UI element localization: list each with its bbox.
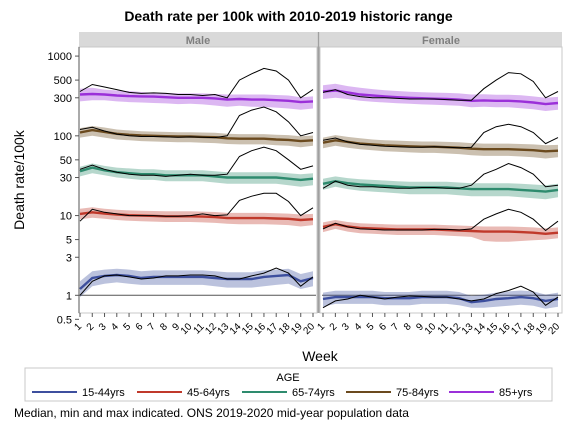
x-tick-label: 4: [353, 321, 365, 333]
x-tick-label: 4: [109, 321, 121, 333]
x-tick-label: 8: [402, 321, 414, 333]
x-tick-label: 5: [121, 321, 133, 333]
y-tick-label: 100: [54, 131, 72, 143]
x-axis-label: Week: [302, 348, 339, 364]
x-tick-label: 20: [546, 321, 562, 337]
legend-label-15-44yrs: 15-44yrs: [82, 387, 125, 399]
legend-title: AGE: [276, 372, 299, 384]
median-line-male-85+yrs: [79, 92, 314, 104]
x-tick-label: 7: [146, 321, 158, 333]
x-tick-label: 8: [158, 321, 170, 333]
legend-label-85+yrs: 85+yrs: [499, 387, 533, 399]
y-tick-label: 1: [66, 290, 72, 302]
actual-line-male-45-64yrs: [79, 192, 314, 222]
y-tick-label: 0.5: [57, 314, 72, 326]
footer-note: Median, min and max indicated. ONS 2019-…: [14, 406, 409, 420]
panel-header-male: [79, 32, 317, 47]
panel-header-female: [320, 32, 562, 47]
range-band-female-85+yrs: [323, 83, 558, 111]
series-lines: [79, 67, 559, 309]
legend-box: [24, 367, 553, 402]
legend-label-65-74yrs: 65-74yrs: [292, 387, 335, 399]
chart-title: Death rate per 100k with 2010-2019 histo…: [124, 8, 453, 24]
actual-line-male-85+yrs: [79, 67, 314, 99]
actual-line-female-45-64yrs: [322, 208, 559, 232]
y-tick-label: 5: [66, 235, 72, 247]
actual-line-male-75-84yrs: [79, 106, 314, 139]
panel-frame-female: [319, 46, 563, 314]
panel-header-female-label: Female: [422, 35, 460, 47]
actual-line-male-15-44yrs: [79, 267, 314, 296]
actual-line-female-65-74yrs: [322, 162, 559, 189]
y-tick-label: 30: [60, 173, 72, 185]
y-tick-label: 300: [54, 93, 72, 105]
x-tick-label: 5: [365, 321, 377, 333]
actual-line-male-65-74yrs: [79, 146, 314, 177]
y-axis-ticks: 0.5 1 3 5 10 30 50 100 300 500 1000: [48, 51, 79, 326]
y-tick-label: 10: [60, 211, 72, 223]
range-band-male-15-44yrs: [80, 268, 313, 298]
y-tick-label: 50: [60, 155, 72, 167]
x-tick-label: 2: [85, 321, 97, 333]
x-tick-label: 6: [134, 321, 146, 333]
panel-header-male-label: Male: [186, 35, 210, 47]
range-band-female-15-44yrs: [323, 290, 558, 309]
x-tick-label: 3: [97, 321, 109, 333]
legend-label-45-64yrs: 45-64yrs: [187, 387, 230, 399]
y-tick-label: 1000: [48, 51, 72, 63]
x-tick-label: 1: [315, 321, 327, 333]
y-tick-label: 500: [54, 75, 72, 87]
x-tick-label: 7: [390, 321, 402, 333]
y-axis-label: Death rate/100k: [11, 129, 27, 230]
actual-line-female-75-84yrs: [322, 123, 559, 149]
x-tick-label: 3: [340, 321, 352, 333]
legend-label-75-84yrs: 75-84yrs: [396, 387, 439, 399]
x-tick-label: 2: [328, 321, 340, 333]
x-tick-label: 1: [72, 321, 84, 333]
actual-line-female-15-44yrs: [322, 285, 559, 309]
x-tick-label: 20: [301, 321, 317, 337]
legend-items: 15-44yrs 45-64yrs 65-74yrs 75-84yrs 85+yrs: [32, 387, 533, 399]
y-tick-label: 3: [66, 252, 72, 264]
x-tick-label: 6: [377, 321, 389, 333]
actual-line-female-85+yrs: [322, 72, 559, 101]
